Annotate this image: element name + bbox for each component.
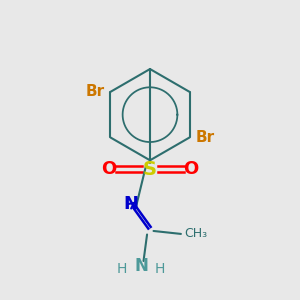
Text: O: O — [184, 160, 199, 178]
Text: N: N — [134, 257, 148, 275]
Text: N: N — [123, 196, 138, 214]
Text: H: H — [117, 262, 127, 276]
Text: S: S — [143, 160, 157, 178]
Text: H: H — [155, 262, 166, 276]
Text: O: O — [101, 160, 116, 178]
Text: Br: Br — [85, 84, 105, 99]
Text: CH₃: CH₃ — [184, 227, 207, 240]
Text: Br: Br — [195, 130, 214, 145]
